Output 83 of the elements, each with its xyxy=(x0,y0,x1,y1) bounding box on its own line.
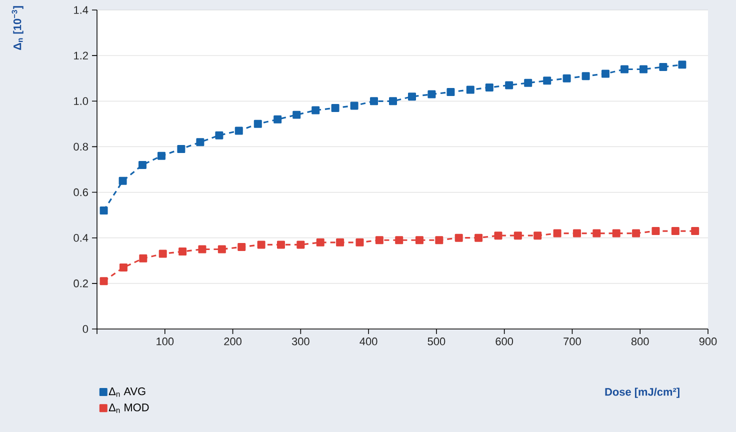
point xyxy=(215,131,224,140)
point xyxy=(316,238,324,246)
y-tick-label: 1.2 xyxy=(74,52,88,60)
point xyxy=(276,240,285,249)
point xyxy=(408,92,416,101)
point xyxy=(331,104,340,112)
point xyxy=(454,234,463,242)
point xyxy=(671,227,680,236)
point xyxy=(601,70,610,78)
point xyxy=(652,227,660,236)
point xyxy=(158,250,167,258)
point xyxy=(198,245,206,254)
x-tick-label: 900 xyxy=(699,338,717,346)
point xyxy=(474,234,483,242)
point xyxy=(620,65,628,74)
point xyxy=(435,236,444,244)
y-tick-label: 0.8 xyxy=(74,142,88,151)
point xyxy=(118,176,127,185)
point xyxy=(640,65,648,74)
x-tick-label: 500 xyxy=(428,338,446,346)
y-tick-label: 0.4 xyxy=(74,234,88,242)
point xyxy=(375,236,384,244)
x-tick-label: 100 xyxy=(156,338,174,346)
x-axis-title: Dose [mJ/cm²] xyxy=(605,388,680,398)
point xyxy=(257,240,266,249)
point xyxy=(553,229,562,238)
point xyxy=(274,115,282,124)
y-tick-label: 0.6 xyxy=(74,188,88,196)
point xyxy=(178,248,187,256)
point xyxy=(254,120,262,128)
point xyxy=(196,138,204,146)
point xyxy=(312,106,320,114)
point xyxy=(678,60,686,69)
point xyxy=(415,236,424,244)
point xyxy=(572,229,581,238)
point xyxy=(428,90,436,98)
point xyxy=(336,238,344,246)
point xyxy=(177,144,186,153)
point xyxy=(157,152,166,160)
point xyxy=(100,206,108,215)
point xyxy=(100,277,108,286)
point xyxy=(356,238,364,246)
point xyxy=(296,240,305,249)
point xyxy=(612,229,620,238)
point xyxy=(592,229,601,238)
point xyxy=(388,97,397,106)
point xyxy=(514,232,522,240)
point xyxy=(350,102,358,110)
y-axis-title: Δ$_{n}$ [10$^{−3}$] xyxy=(12,6,24,50)
point xyxy=(238,242,246,251)
point xyxy=(446,88,455,96)
point xyxy=(138,160,146,169)
point xyxy=(524,78,532,87)
point xyxy=(582,72,590,80)
point xyxy=(119,263,128,272)
point xyxy=(370,97,378,106)
legend-label: Δ$_{n}$ AVG xyxy=(108,387,146,397)
point xyxy=(395,236,404,244)
point xyxy=(494,232,502,240)
y-tick-label: 1.0 xyxy=(74,97,88,106)
point xyxy=(659,62,668,71)
point xyxy=(234,126,243,135)
point xyxy=(691,227,700,236)
x-tick-label: 400 xyxy=(360,338,378,346)
point xyxy=(466,86,474,94)
point xyxy=(543,76,552,85)
x-tick-label: 700 xyxy=(564,338,581,346)
legend-label: Δ$_{n}$ MOD xyxy=(108,404,149,413)
point xyxy=(485,83,494,92)
point xyxy=(562,74,571,82)
x-tick-label: 300 xyxy=(292,338,310,346)
point xyxy=(292,110,301,119)
x-tick-label: 200 xyxy=(224,338,242,346)
y-tick-label: 0.2 xyxy=(74,280,88,288)
x-tick-label: 600 xyxy=(496,338,514,346)
point xyxy=(534,232,542,240)
point xyxy=(218,245,226,254)
y-tick-label: 0 xyxy=(82,325,88,333)
point xyxy=(505,81,514,90)
point xyxy=(632,229,640,238)
point xyxy=(139,254,148,262)
x-tick-label: 800 xyxy=(631,338,649,346)
y-tick-label: 1.4 xyxy=(74,6,88,14)
